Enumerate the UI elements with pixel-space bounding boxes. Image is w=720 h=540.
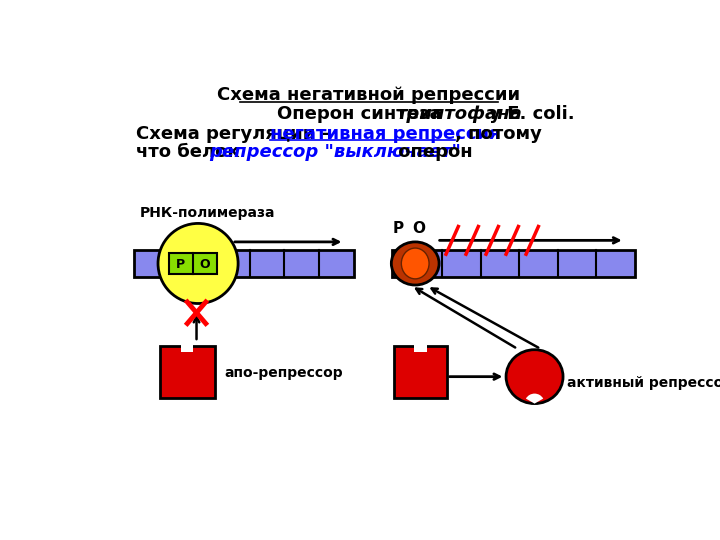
Ellipse shape	[506, 350, 563, 403]
Circle shape	[158, 224, 238, 303]
Text: P: P	[176, 258, 185, 271]
Text: РНК-полимераза: РНК-полимераза	[140, 206, 275, 220]
FancyBboxPatch shape	[168, 253, 217, 274]
Text: Схема регуляции -: Схема регуляции -	[137, 125, 336, 143]
Ellipse shape	[392, 242, 439, 285]
Text: что белок: что белок	[137, 143, 246, 161]
Text: у E. coli.: у E. coli.	[483, 105, 575, 123]
Text: активный репрессор: активный репрессор	[567, 376, 720, 390]
Text: Оперон синтеза: Оперон синтеза	[276, 105, 447, 123]
FancyBboxPatch shape	[392, 251, 634, 276]
Text: негативная репрессия: негативная репрессия	[271, 125, 501, 143]
Text: O: O	[199, 258, 210, 271]
FancyBboxPatch shape	[415, 345, 427, 352]
Text: P: P	[392, 221, 404, 236]
Text: , потому: , потому	[455, 125, 542, 143]
Text: апо-репрессор: апо-репрессор	[224, 366, 343, 380]
Text: оперон: оперон	[392, 143, 473, 161]
FancyBboxPatch shape	[395, 346, 447, 398]
FancyBboxPatch shape	[160, 346, 215, 398]
Text: триптофана: триптофана	[396, 105, 522, 123]
Ellipse shape	[401, 248, 429, 279]
Text: репрессор "выключает": репрессор "выключает"	[209, 143, 461, 161]
FancyBboxPatch shape	[181, 345, 194, 352]
Text: Схема негативной репрессии: Схема негативной репрессии	[217, 86, 521, 104]
Text: O: O	[413, 221, 426, 236]
FancyBboxPatch shape	[134, 251, 354, 276]
Wedge shape	[526, 394, 543, 403]
